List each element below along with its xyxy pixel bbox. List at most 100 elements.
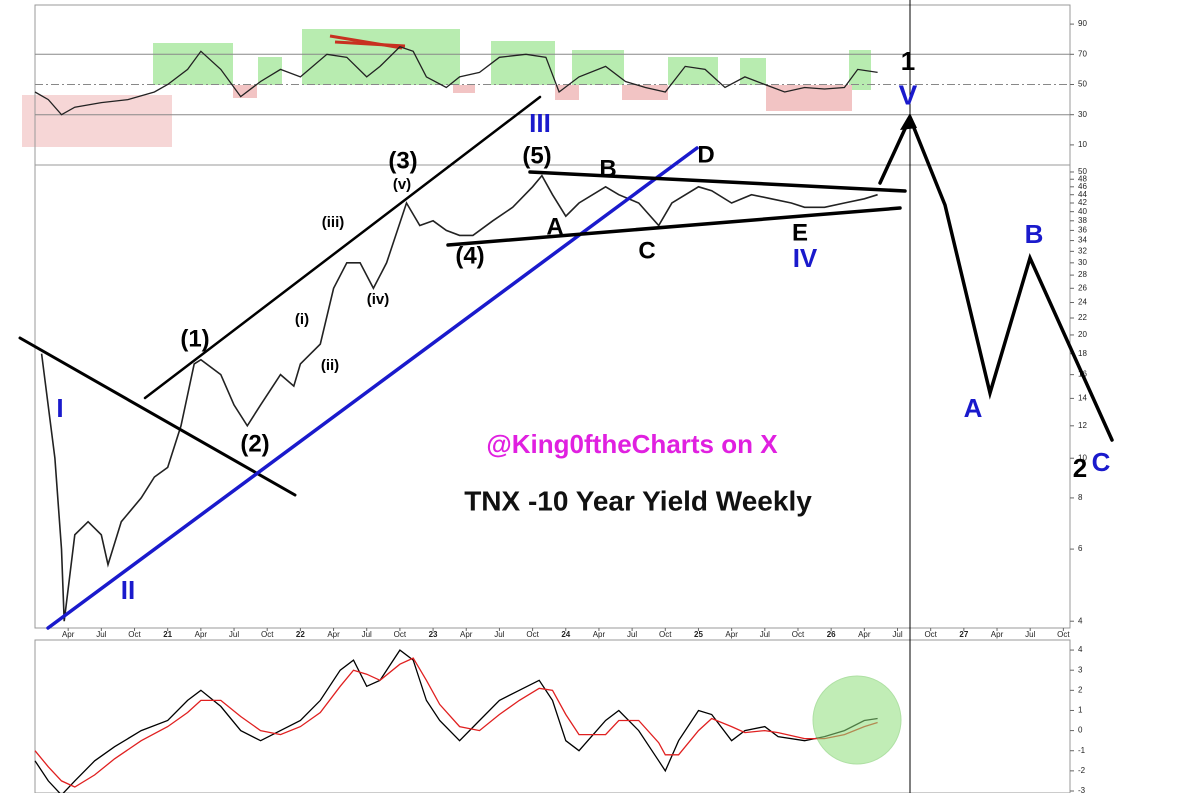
x-tick-label: Apr xyxy=(593,630,606,639)
x-tick-label: Jul xyxy=(96,630,106,639)
y-tick-label: 42 xyxy=(1078,198,1087,207)
y-tick-label: 38 xyxy=(1078,216,1087,225)
y-tick-label: 12 xyxy=(1078,421,1087,430)
x-tick-label: Oct xyxy=(924,630,937,639)
price-panel: 4681012141618202224262830323436384042444… xyxy=(40,167,1087,639)
y-tick-label: 0 xyxy=(1078,726,1083,735)
wave-label: 1 xyxy=(901,46,915,76)
zone xyxy=(302,29,460,85)
y-tick-label: 8 xyxy=(1078,493,1083,502)
x-tick-label: Jul xyxy=(760,630,770,639)
trendline xyxy=(446,206,902,247)
x-tick-label: 24 xyxy=(561,630,570,639)
wave-label: (ii) xyxy=(321,357,339,374)
x-tick-label: Apr xyxy=(195,630,208,639)
panel-border xyxy=(34,164,1071,629)
data-line xyxy=(40,174,878,622)
x-tick-label: 21 xyxy=(163,630,172,639)
wave-label: I xyxy=(56,393,63,423)
y-tick-label: 10 xyxy=(1078,453,1087,462)
x-tick-label: Apr xyxy=(991,630,1004,639)
x-tick-label: 25 xyxy=(694,630,703,639)
wave-label: D xyxy=(697,141,714,168)
wave-label: (v) xyxy=(393,176,411,193)
x-tick-label: Jul xyxy=(892,630,902,639)
y-tick-label: 3 xyxy=(1078,665,1083,674)
y-tick-label: 46 xyxy=(1078,182,1087,191)
wave-label: (3) xyxy=(388,147,417,174)
y-tick-label: 10 xyxy=(1078,140,1087,149)
trendline xyxy=(143,95,542,400)
y-tick-label: 20 xyxy=(1078,330,1087,339)
y-tick-label: 26 xyxy=(1078,283,1087,292)
arrowhead xyxy=(900,113,917,130)
macd-panel: -3 -2 -1 0 1 2 3 4 xyxy=(34,645,1086,793)
y-tick-label: 14 xyxy=(1078,393,1087,402)
x-tick-label: Jul xyxy=(494,630,504,639)
x-tick-label: 26 xyxy=(827,630,836,639)
y-tick-label: 40 xyxy=(1078,207,1087,216)
wave-label: 2 xyxy=(1073,453,1087,483)
y-tick-label: 34 xyxy=(1078,236,1087,245)
wave-label: B xyxy=(1025,219,1044,249)
x-tick-label: 23 xyxy=(429,630,438,639)
wave-label: B xyxy=(599,155,616,182)
wave-label: (i) xyxy=(295,311,309,328)
zone xyxy=(766,85,852,111)
zone xyxy=(740,58,766,85)
x-tick-label: Oct xyxy=(1057,630,1070,639)
x-tick-label: Oct xyxy=(792,630,805,639)
y-tick-label: 22 xyxy=(1078,313,1087,322)
wave-label: (iv) xyxy=(367,291,390,308)
zone xyxy=(668,57,718,85)
wave-label: (2) xyxy=(240,430,269,457)
y-tick-label: 90 xyxy=(1078,19,1087,28)
trendlines xyxy=(18,0,1114,793)
wave-label: (iii) xyxy=(322,214,345,231)
zone xyxy=(491,41,555,85)
wave-label: E xyxy=(792,219,808,246)
y-tick-label: 30 xyxy=(1078,258,1087,267)
zone xyxy=(555,85,579,100)
x-tick-label: 27 xyxy=(959,630,968,639)
x-tick-label: Apr xyxy=(460,630,473,639)
y-tick-label: 28 xyxy=(1078,270,1087,279)
wave-label: V xyxy=(899,79,918,110)
highlight-circle xyxy=(812,675,902,765)
chart-title: TNX -10 Year Yield Weekly xyxy=(464,485,812,516)
annotations: (1)(2)(3)(4)(5)(i)(ii)(iii)(iv)(v)IIIIII… xyxy=(56,46,1110,605)
wave-label: (4) xyxy=(455,242,484,269)
y-tick-label: 18 xyxy=(1078,349,1087,358)
x-tick-label: Jul xyxy=(229,630,239,639)
x-tick-label: Jul xyxy=(627,630,637,639)
x-tick-label: Oct xyxy=(394,630,407,639)
wave-label: (1) xyxy=(180,325,209,352)
y-tick-label: 2 xyxy=(1078,685,1083,694)
x-tick-label: Jul xyxy=(362,630,372,639)
trendline xyxy=(46,146,699,630)
x-tick-label: Oct xyxy=(659,630,672,639)
x-tick-label: 22 xyxy=(296,630,305,639)
x-tick-label: Apr xyxy=(858,630,871,639)
y-tick-label: 6 xyxy=(1078,544,1083,553)
x-tick-label: Oct xyxy=(261,630,274,639)
x-tick-label: Jul xyxy=(1025,630,1035,639)
x-tick-label: Oct xyxy=(128,630,141,639)
wave-label: C xyxy=(638,237,655,264)
y-tick-label: 1 xyxy=(1078,706,1083,715)
y-tick-label: 70 xyxy=(1078,49,1087,58)
x-tick-label: Apr xyxy=(327,630,340,639)
y-tick-label: -1 xyxy=(1078,746,1086,755)
y-tick-label: 50 xyxy=(1078,167,1087,176)
zone xyxy=(453,85,475,93)
data-line xyxy=(34,657,878,788)
y-tick-label: 36 xyxy=(1078,226,1087,235)
data-line xyxy=(34,46,878,116)
wave-label: A xyxy=(546,213,563,240)
panel-border xyxy=(34,639,1071,793)
wave-label: (5) xyxy=(522,142,551,169)
zone xyxy=(572,50,624,85)
zone xyxy=(153,43,233,85)
wave-label: C xyxy=(1092,447,1111,477)
